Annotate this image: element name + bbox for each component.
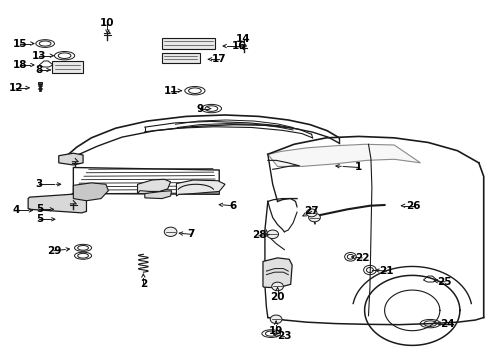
Text: 24: 24: [440, 319, 454, 329]
Text: 14: 14: [236, 34, 250, 44]
Circle shape: [266, 230, 278, 239]
Text: 5: 5: [36, 214, 43, 224]
Text: 25: 25: [437, 277, 451, 287]
Bar: [162, 53, 200, 63]
Text: 3: 3: [36, 179, 43, 189]
Polygon shape: [28, 194, 86, 213]
Text: 13: 13: [32, 51, 46, 61]
Text: 8: 8: [36, 65, 43, 75]
Text: 11: 11: [163, 86, 178, 96]
Text: 1: 1: [354, 162, 362, 172]
Text: 19: 19: [268, 326, 283, 336]
Text: 6: 6: [229, 201, 236, 211]
Polygon shape: [267, 144, 420, 166]
Text: 28: 28: [251, 230, 266, 240]
Text: 10: 10: [100, 18, 114, 28]
Text: 21: 21: [379, 266, 393, 276]
Text: 20: 20: [270, 292, 284, 302]
Polygon shape: [73, 183, 108, 201]
Text: 4: 4: [12, 205, 20, 215]
Circle shape: [308, 213, 320, 222]
Circle shape: [305, 209, 316, 217]
Bar: [162, 38, 215, 49]
Text: 5: 5: [36, 204, 43, 214]
Text: 7: 7: [187, 229, 194, 239]
Polygon shape: [137, 179, 170, 194]
Circle shape: [271, 282, 283, 291]
Circle shape: [270, 315, 282, 324]
Bar: [52, 62, 82, 73]
Text: 16: 16: [231, 41, 245, 51]
Text: 23: 23: [277, 332, 291, 342]
Text: 15: 15: [13, 39, 27, 49]
Text: 17: 17: [211, 54, 226, 64]
Text: 12: 12: [9, 83, 23, 93]
Text: 22: 22: [354, 253, 368, 263]
Polygon shape: [263, 258, 291, 288]
Polygon shape: [176, 180, 224, 196]
Text: 9: 9: [196, 104, 203, 113]
Text: 2: 2: [140, 279, 147, 289]
Circle shape: [164, 227, 177, 237]
Text: 27: 27: [304, 206, 318, 216]
Polygon shape: [59, 153, 83, 165]
Text: 18: 18: [13, 60, 27, 70]
Text: 26: 26: [406, 201, 420, 211]
Text: 29: 29: [47, 246, 61, 256]
Polygon shape: [144, 191, 171, 199]
